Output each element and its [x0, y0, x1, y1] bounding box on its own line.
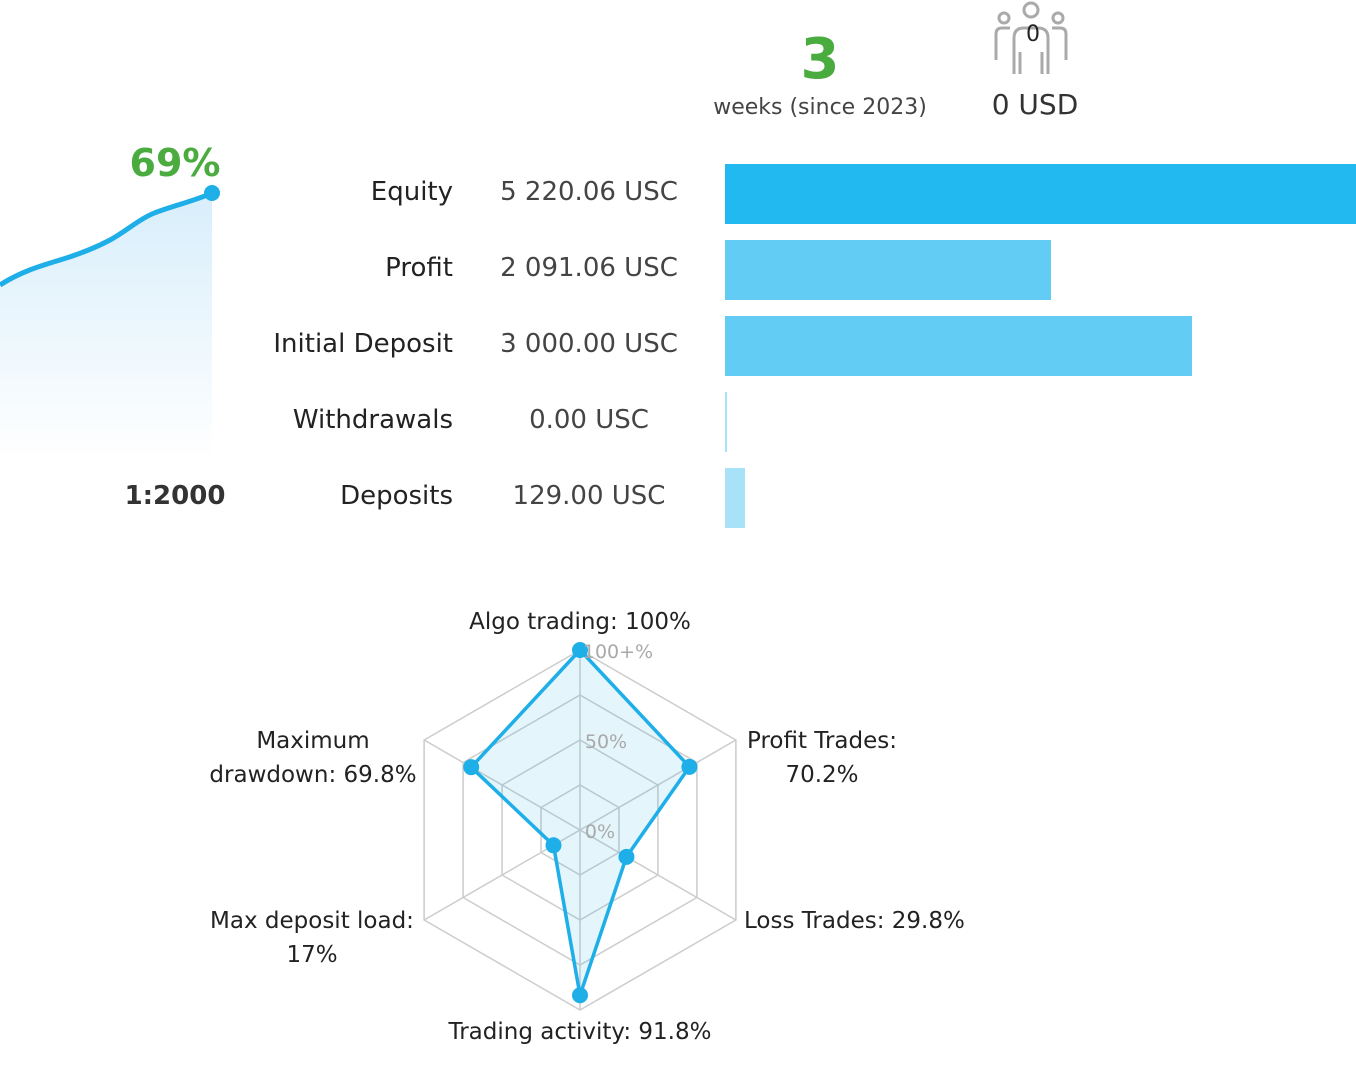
profit-value: 2 091.06 USC	[480, 251, 698, 285]
radar-label-max-deposit-load-1: Max deposit load:	[210, 908, 414, 934]
radar-chart: 0% 50% 100+% Algo trading: 100% Profit T…	[0, 560, 1000, 1066]
radar-point-6	[463, 759, 479, 775]
profit-bar	[725, 240, 1051, 300]
radar-label-max-drawdown-2: drawdown: 69.8%	[209, 762, 416, 788]
radar-label-max-deposit-load-2: 17%	[286, 942, 337, 968]
deposits-label: Deposits	[200, 479, 453, 513]
weeks-label: weeks (since 2023)	[700, 94, 940, 122]
initial-deposit-bar	[725, 316, 1192, 376]
subscribers-usd: 0 USD	[980, 88, 1090, 122]
radar-point-3	[618, 849, 634, 865]
withdrawals-label: Withdrawals	[200, 403, 453, 437]
profit-label: Profit	[200, 251, 453, 285]
initial-deposit-label: Initial Deposit	[200, 327, 453, 361]
radar-label-profit-trades-2: 70.2%	[785, 762, 858, 788]
radar-point-4	[572, 987, 588, 1003]
growth-chart	[0, 160, 230, 460]
radar-tick-50: 50%	[585, 731, 627, 753]
withdrawals-value: 0.00 USC	[480, 403, 698, 437]
initial-deposit-value: 3 000.00 USC	[480, 327, 698, 361]
radar-point-2	[681, 759, 697, 775]
equity-value: 5 220.06 USC	[480, 175, 698, 209]
withdrawals-bar	[725, 392, 727, 452]
deposits-value: 129.00 USC	[480, 479, 698, 513]
equity-bar	[725, 164, 1356, 224]
weeks-value: 3	[760, 28, 880, 92]
radar-series-polygon	[471, 650, 689, 995]
subscribers-count: 0	[1018, 22, 1048, 48]
radar-label-algo-trading: Algo trading: 100%	[469, 609, 691, 635]
equity-label: Equity	[200, 175, 453, 209]
growth-area	[0, 193, 212, 460]
radar-tick-0: 0%	[585, 821, 615, 843]
radar-point-5	[545, 837, 561, 853]
deposits-bar	[725, 468, 745, 528]
radar-tick-100: 100+%	[583, 641, 653, 663]
radar-label-max-drawdown-1: Maximum	[256, 728, 369, 754]
radar-series	[463, 642, 697, 1003]
radar-label-profit-trades-1: Profit Trades:	[747, 728, 897, 754]
radar-label-trading-activity: Trading activity: 91.8%	[448, 1019, 712, 1045]
radar-label-loss-trades: Loss Trades: 29.8%	[744, 908, 965, 934]
